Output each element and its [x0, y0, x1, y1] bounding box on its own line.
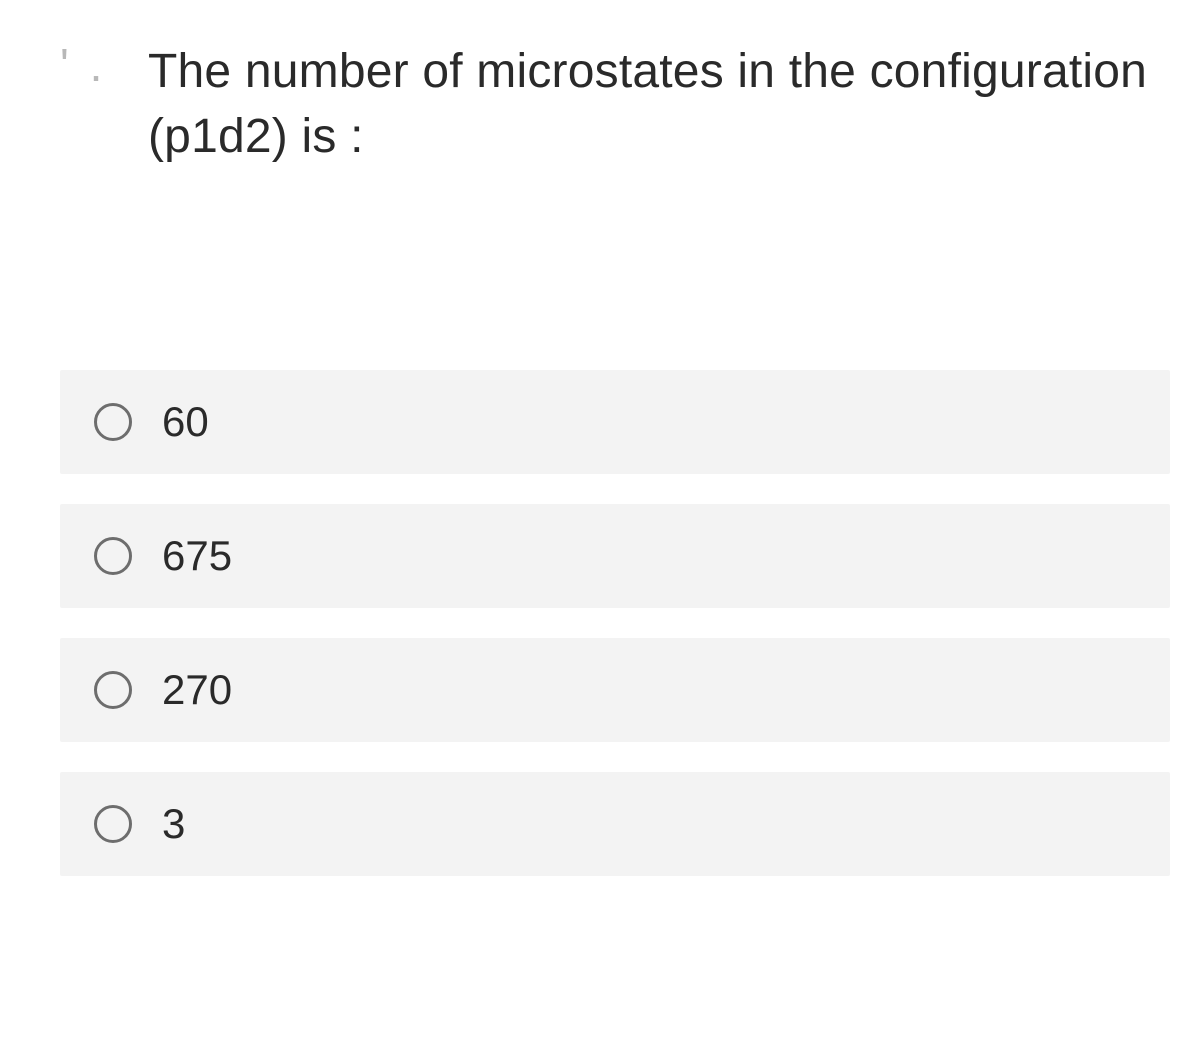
option-label: 675: [162, 532, 232, 580]
options-list: 60 675 270 3: [60, 370, 1170, 876]
option-label: 270: [162, 666, 232, 714]
option-label: 60: [162, 398, 209, 446]
quiz-page: ' . The number of microstates in the con…: [0, 0, 1200, 906]
option-label: 3: [162, 800, 185, 848]
question-block: ' . The number of microstates in the con…: [60, 40, 1170, 170]
option-3[interactable]: 3: [60, 772, 1170, 876]
option-1[interactable]: 675: [60, 504, 1170, 608]
question-marker: ' .: [60, 40, 130, 91]
radio-icon: [94, 805, 132, 843]
option-0[interactable]: 60: [60, 370, 1170, 474]
radio-icon: [94, 671, 132, 709]
radio-icon: [94, 403, 132, 441]
option-2[interactable]: 270: [60, 638, 1170, 742]
radio-icon: [94, 537, 132, 575]
question-text: The number of microstates in the configu…: [148, 40, 1170, 170]
